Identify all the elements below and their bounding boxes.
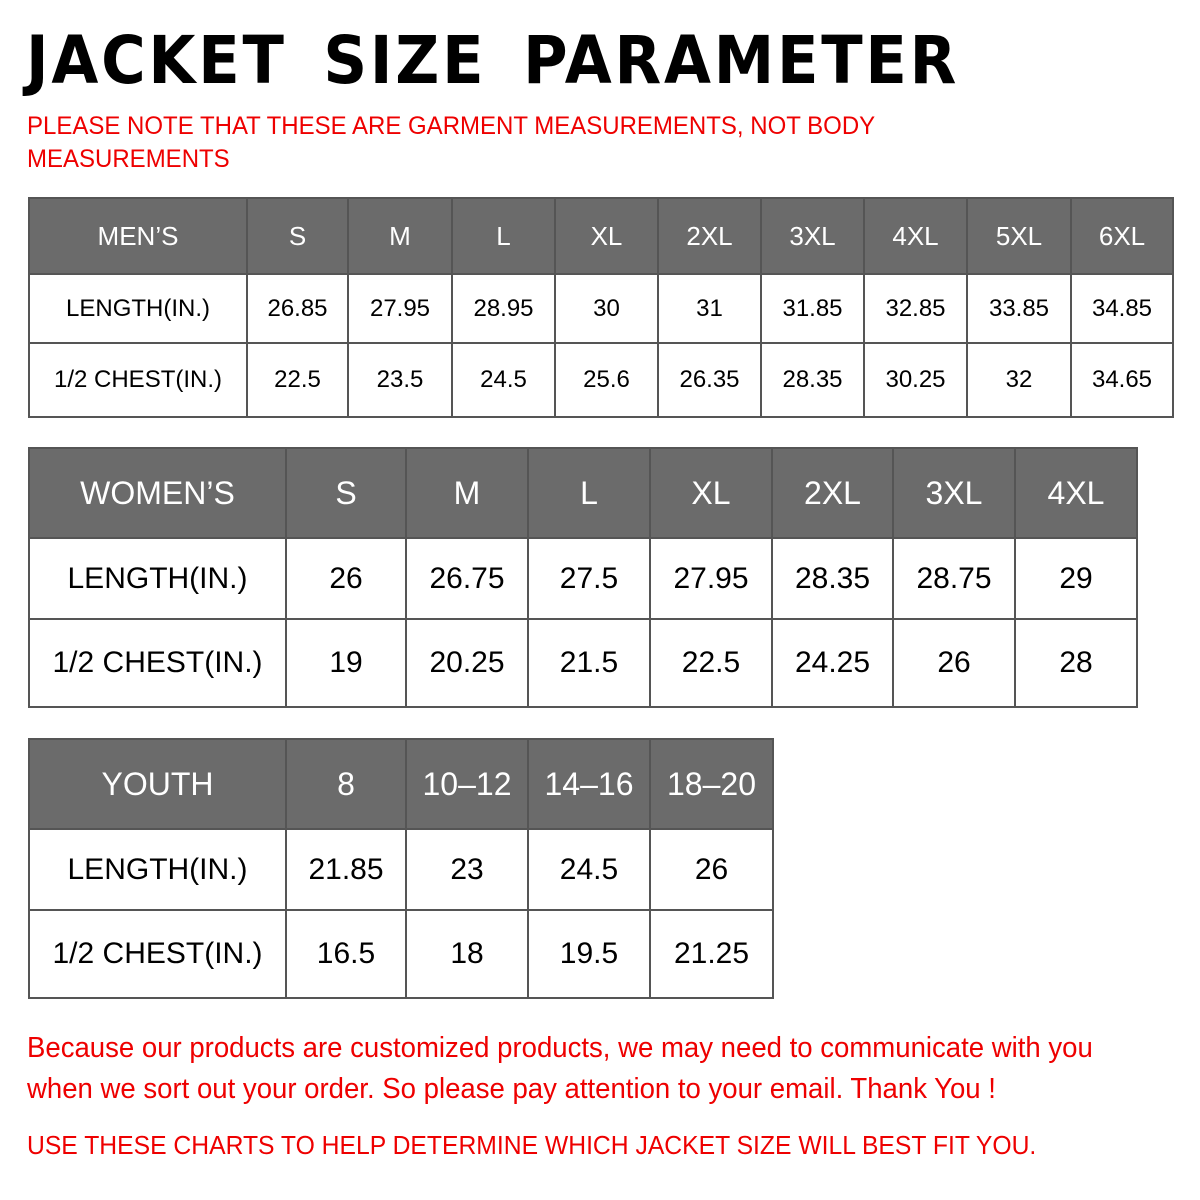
- measurement-value: 26: [649, 828, 774, 911]
- measurement-value: 27.95: [347, 273, 453, 344]
- table-category-label: YOUTH: [28, 738, 287, 830]
- size-advice: USE THESE CHARTS TO HELP DETERMINE WHICH…: [27, 1130, 1037, 1160]
- measurement-label: LENGTH(IN.): [28, 828, 287, 911]
- measurement-value: 19.5: [527, 909, 651, 999]
- measurement-value: 26.75: [405, 537, 529, 620]
- measurement-value: 23: [405, 828, 529, 911]
- size-header-cell: 10–12: [405, 738, 529, 830]
- page-title: JACKET SIZE PARAMETER: [26, 22, 960, 99]
- table-header-row: YOUTH 8 10–12 14–16 18–20: [28, 738, 774, 830]
- table-row: 1/2 CHEST(IN.) 16.5 18 19.5 21.25: [28, 909, 774, 999]
- measurement-value: 30: [554, 273, 659, 344]
- measurement-label: LENGTH(IN.): [28, 273, 248, 344]
- customization-message: Because our products are customized prod…: [27, 1032, 1093, 1105]
- size-header-cell: 14–16: [527, 738, 651, 830]
- measurement-value: 24.5: [527, 828, 651, 911]
- size-header-cell: 4XL: [1014, 447, 1138, 539]
- measurement-value: 32.85: [863, 273, 968, 344]
- measurement-value: 18: [405, 909, 529, 999]
- size-header-cell: 5XL: [966, 197, 1072, 275]
- measurement-value: 24.25: [771, 618, 894, 708]
- measurement-value: 26: [285, 537, 407, 620]
- measurement-value: 21.25: [649, 909, 774, 999]
- measurement-label: LENGTH(IN.): [28, 537, 287, 620]
- table-category-label: WOMEN’S: [28, 447, 287, 539]
- measurement-value: 22.5: [649, 618, 773, 708]
- measurement-value: 20.25: [405, 618, 529, 708]
- measurement-value: 28.35: [760, 342, 865, 418]
- measurement-value: 27.5: [527, 537, 651, 620]
- size-header-cell: M: [347, 197, 453, 275]
- youth-size-table: YOUTH 8 10–12 14–16 18–20 LENGTH(IN.) 21.85 23 2…: [28, 738, 774, 999]
- measurement-value: 34.65: [1070, 342, 1174, 418]
- size-header-cell: 3XL: [892, 447, 1016, 539]
- size-header-cell: S: [285, 447, 407, 539]
- measurement-value: 24.5: [451, 342, 556, 418]
- measurement-value: 29: [1014, 537, 1138, 620]
- measurement-value: 28.95: [451, 273, 556, 344]
- measurement-value: 27.95: [649, 537, 773, 620]
- mens-size-table: MEN’S S M L XL 2XL 3XL 4XL 5XL 6XL LENGTH(IN.) 26.8…: [28, 197, 1174, 418]
- size-header-cell: XL: [554, 197, 659, 275]
- size-header-cell: 8: [285, 738, 407, 830]
- measurement-label: 1/2 CHEST(IN.): [28, 618, 287, 708]
- size-header-cell: XL: [649, 447, 773, 539]
- size-header-cell: L: [451, 197, 556, 275]
- size-header-cell: 6XL: [1070, 197, 1174, 275]
- measurement-value: 26: [892, 618, 1016, 708]
- size-header-cell: M: [405, 447, 529, 539]
- measurement-value: 31.85: [760, 273, 865, 344]
- measurement-value: 23.5: [347, 342, 453, 418]
- measurement-value: 26.35: [657, 342, 762, 418]
- size-header-cell: 4XL: [863, 197, 968, 275]
- measurement-value: 31: [657, 273, 762, 344]
- table-row: 1/2 CHEST(IN.) 19 20.25 21.5 22.5 24.25 26 28: [28, 618, 1138, 708]
- size-header-cell: 3XL: [760, 197, 865, 275]
- table-row: LENGTH(IN.) 26.85 27.95 28.95 30 31 31.85 32.85…: [28, 273, 1174, 344]
- measurement-value: 16.5: [285, 909, 407, 999]
- measurement-value: 21.5: [527, 618, 651, 708]
- measurement-value: 28.75: [892, 537, 1016, 620]
- table-category-label: MEN’S: [28, 197, 248, 275]
- size-header-cell: S: [246, 197, 349, 275]
- measurement-value: 26.85: [246, 273, 349, 344]
- table-row: 1/2 CHEST(IN.) 22.5 23.5 24.5 25.6 26.35 28.35…: [28, 342, 1174, 418]
- size-header-cell: L: [527, 447, 651, 539]
- measurement-note: PLEASE NOTE THAT THESE ARE GARMENT MEASU…: [27, 112, 875, 173]
- measurement-value: 32: [966, 342, 1072, 418]
- measurement-value: 25.6: [554, 342, 659, 418]
- measurement-value: 22.5: [246, 342, 349, 418]
- measurement-value: 30.25: [863, 342, 968, 418]
- measurement-value: 33.85: [966, 273, 1072, 344]
- table-header-row: WOMEN’S S M L XL 2XL 3XL 4XL: [28, 447, 1138, 539]
- measurement-value: 34.85: [1070, 273, 1174, 344]
- size-header-cell: 2XL: [771, 447, 894, 539]
- measurement-value: 21.85: [285, 828, 407, 911]
- measurement-label: 1/2 CHEST(IN.): [28, 909, 287, 999]
- size-header-cell: 18–20: [649, 738, 774, 830]
- table-header-row: MEN’S S M L XL 2XL 3XL 4XL 5XL 6XL: [28, 197, 1174, 275]
- measurement-value: 28.35: [771, 537, 894, 620]
- size-header-cell: 2XL: [657, 197, 762, 275]
- womens-size-table: WOMEN’S S M L XL 2XL 3XL 4XL LENGTH(IN.) 26 26.75 2…: [28, 447, 1138, 708]
- measurement-label: 1/2 CHEST(IN.): [28, 342, 248, 418]
- table-row: LENGTH(IN.) 21.85 23 24.5 26: [28, 828, 774, 911]
- table-row: LENGTH(IN.) 26 26.75 27.5 27.95 28.35 28.75 29: [28, 537, 1138, 620]
- measurement-value: 19: [285, 618, 407, 708]
- measurement-value: 28: [1014, 618, 1138, 708]
